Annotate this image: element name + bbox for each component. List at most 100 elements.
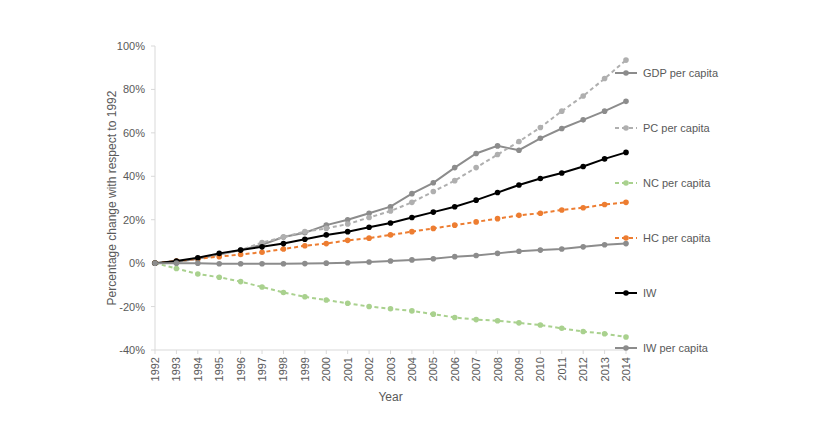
series-line bbox=[155, 202, 626, 263]
x-tick-label: 1992 bbox=[149, 357, 161, 381]
x-tick bbox=[240, 350, 241, 354]
series-point bbox=[538, 210, 544, 216]
x-tick bbox=[583, 350, 584, 354]
y-tick-label: 20% bbox=[123, 214, 145, 226]
x-tick-label: 2009 bbox=[513, 357, 525, 381]
series-point bbox=[281, 241, 287, 247]
series-point bbox=[302, 261, 308, 267]
x-tick bbox=[454, 350, 455, 354]
series-point bbox=[538, 176, 544, 182]
legend-label: NC per capita bbox=[643, 177, 711, 189]
series-point bbox=[473, 165, 479, 171]
series-point bbox=[259, 261, 265, 267]
series-point bbox=[623, 200, 629, 206]
series-point bbox=[473, 197, 479, 203]
series-point bbox=[580, 93, 586, 99]
legend-marker bbox=[623, 290, 629, 296]
series-point bbox=[538, 135, 544, 141]
x-tick-label: 1996 bbox=[235, 357, 247, 381]
series-line bbox=[155, 101, 626, 263]
series-point bbox=[623, 241, 629, 247]
x-tick bbox=[390, 350, 391, 354]
series-point bbox=[495, 251, 501, 257]
legend-marker bbox=[623, 70, 629, 76]
series-point bbox=[345, 238, 351, 244]
series-point bbox=[473, 219, 479, 225]
series-point bbox=[216, 274, 222, 280]
series-point bbox=[580, 117, 586, 123]
series-point bbox=[323, 226, 329, 232]
series-point bbox=[559, 207, 565, 213]
series-point bbox=[152, 260, 158, 266]
x-tick bbox=[262, 350, 263, 354]
series-point bbox=[452, 315, 458, 321]
x-tick-label: 1998 bbox=[277, 357, 289, 381]
y-tick bbox=[151, 350, 155, 351]
x-tick bbox=[326, 350, 327, 354]
x-tick-label: 2013 bbox=[599, 357, 611, 381]
series-point bbox=[366, 304, 372, 310]
legend-label-line: PC per capita bbox=[643, 122, 711, 134]
series-point bbox=[452, 222, 458, 228]
series-point bbox=[516, 320, 522, 326]
legend-label: GDP per capita bbox=[643, 67, 719, 79]
y-tick bbox=[151, 306, 155, 307]
series-point bbox=[516, 182, 522, 188]
legend-label-line: HC per capita bbox=[643, 232, 711, 244]
series-line bbox=[155, 152, 626, 263]
y-tick bbox=[151, 132, 155, 133]
series-point bbox=[538, 322, 544, 328]
x-tick-label: 2008 bbox=[492, 357, 504, 381]
series-point bbox=[431, 226, 437, 232]
x-tick bbox=[411, 350, 412, 354]
series-point bbox=[559, 170, 565, 176]
series-point bbox=[623, 334, 629, 340]
series-point bbox=[431, 311, 437, 317]
series-point bbox=[238, 247, 244, 253]
x-tick-label: 2002 bbox=[363, 357, 375, 381]
legend-marker bbox=[623, 235, 629, 241]
series-point bbox=[152, 260, 158, 266]
series-point bbox=[388, 208, 394, 214]
x-tick-label: 2004 bbox=[406, 357, 418, 381]
series-point bbox=[216, 261, 222, 267]
y-tick-label: -20% bbox=[119, 301, 145, 313]
x-tick bbox=[604, 350, 605, 354]
series-point bbox=[323, 232, 329, 238]
y-tick bbox=[151, 176, 155, 177]
series-point bbox=[431, 180, 437, 186]
series-point bbox=[259, 249, 265, 255]
x-tick-label: 2010 bbox=[534, 357, 546, 381]
series-point bbox=[345, 260, 351, 266]
series-point bbox=[602, 242, 608, 248]
series-point bbox=[409, 200, 415, 206]
y-axis-title: Percentage change with respect to 1992 bbox=[105, 90, 119, 305]
series-point bbox=[238, 247, 244, 253]
x-tick-label: 1997 bbox=[256, 357, 268, 381]
legend-label: PC per capita bbox=[643, 122, 711, 134]
series-point bbox=[388, 306, 394, 312]
series-point bbox=[538, 247, 544, 253]
series-point bbox=[623, 150, 629, 156]
x-tick-label: 2000 bbox=[320, 357, 332, 381]
x-tick-label: 2001 bbox=[342, 357, 354, 381]
series-point bbox=[623, 57, 629, 63]
series-point bbox=[602, 331, 608, 337]
legend-label-line: IW bbox=[643, 287, 657, 299]
series-point bbox=[281, 234, 287, 240]
series-point bbox=[559, 126, 565, 132]
x-tick-label: 2014 bbox=[620, 357, 632, 381]
series-point bbox=[281, 290, 287, 296]
series-point bbox=[495, 318, 501, 324]
series-point bbox=[559, 246, 565, 252]
series-point bbox=[452, 165, 458, 171]
x-tick bbox=[518, 350, 519, 354]
legend-marker bbox=[623, 125, 629, 131]
series-point bbox=[473, 151, 479, 157]
x-tick-label: 1999 bbox=[299, 357, 311, 381]
series-point bbox=[388, 232, 394, 238]
x-tick bbox=[369, 350, 370, 354]
series-point bbox=[452, 204, 458, 210]
x-tick bbox=[176, 350, 177, 354]
series-point bbox=[495, 190, 501, 196]
